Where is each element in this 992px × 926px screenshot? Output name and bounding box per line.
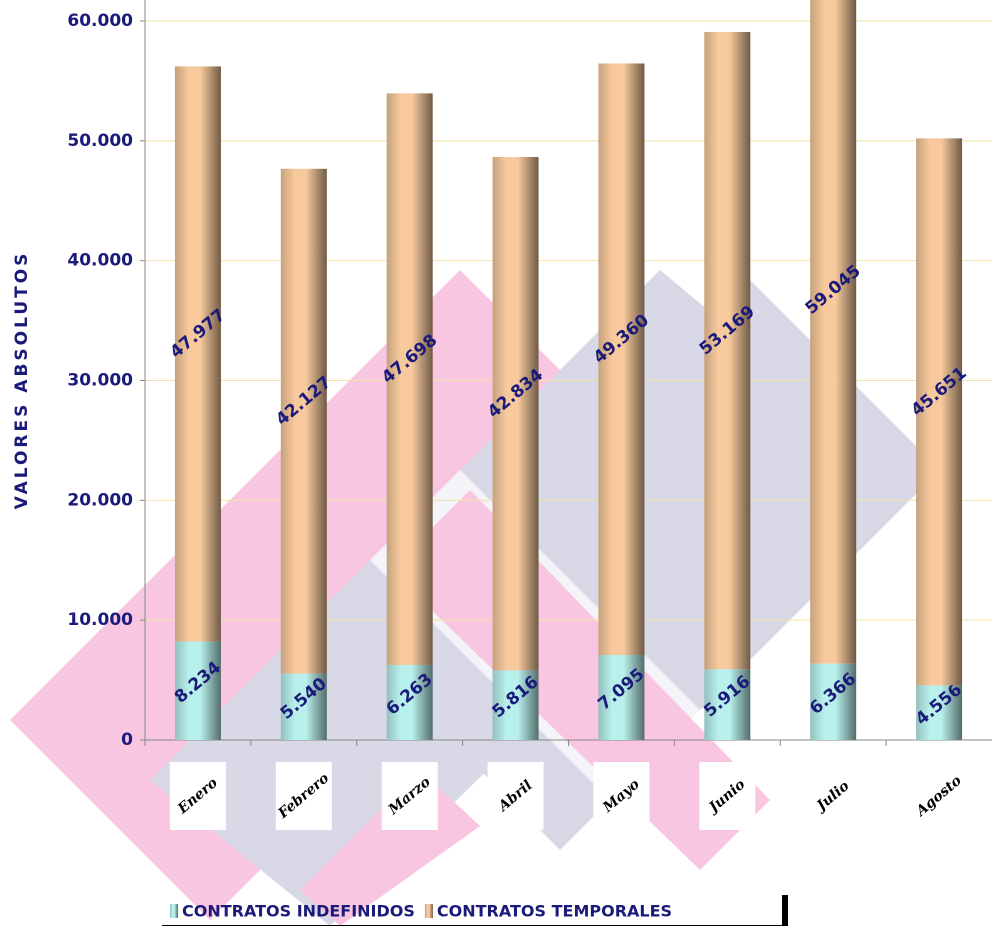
bar-segment: [280, 673, 327, 740]
legend-swatch: [170, 904, 178, 918]
bar-segment: [174, 66, 221, 642]
bar-segment: [598, 63, 645, 655]
category-box: [169, 762, 226, 830]
category-box: [805, 762, 862, 830]
y-axis-title: VALORES ABSOLUTOS: [12, 251, 32, 510]
bar-segment: [916, 685, 963, 740]
bar-segment: [704, 31, 751, 670]
category-box: [593, 762, 650, 830]
bar-segment: [386, 93, 433, 665]
category-box: [275, 762, 332, 830]
y-tick-label: 0: [121, 730, 133, 750]
y-tick-label: 60.000: [67, 11, 133, 31]
legend-label: CONTRATOS TEMPORALES: [437, 902, 672, 921]
bar-segment: [810, 663, 857, 740]
category-box: [911, 762, 968, 830]
background-decoration: [10, 270, 940, 926]
legend: CONTRATOS INDEFINIDOS CONTRATOS TEMPORALE…: [162, 895, 788, 926]
bar-segment: [916, 138, 963, 686]
bar-segment: [174, 641, 221, 740]
y-tick-label: 40.000: [67, 251, 133, 271]
bar-segment: [280, 168, 327, 674]
bar-segment: [492, 670, 539, 740]
bar-segment: [492, 157, 539, 671]
legend-swatch: [424, 904, 433, 918]
bar-segment: [704, 669, 751, 740]
bar-segment: [386, 664, 433, 740]
bar-segment: [598, 654, 645, 740]
y-tick-label: 20.000: [67, 490, 133, 510]
category-box: [699, 762, 756, 830]
y-tick-label: 50.000: [67, 131, 133, 151]
category-box: [381, 762, 438, 830]
y-tick-label: 10.000: [67, 610, 133, 630]
bar-segment: [810, 0, 857, 664]
category-box: [487, 762, 544, 830]
y-tick-label: 30.000: [67, 371, 133, 391]
legend-label: CONTRATOS INDEFINIDOS: [182, 902, 415, 921]
